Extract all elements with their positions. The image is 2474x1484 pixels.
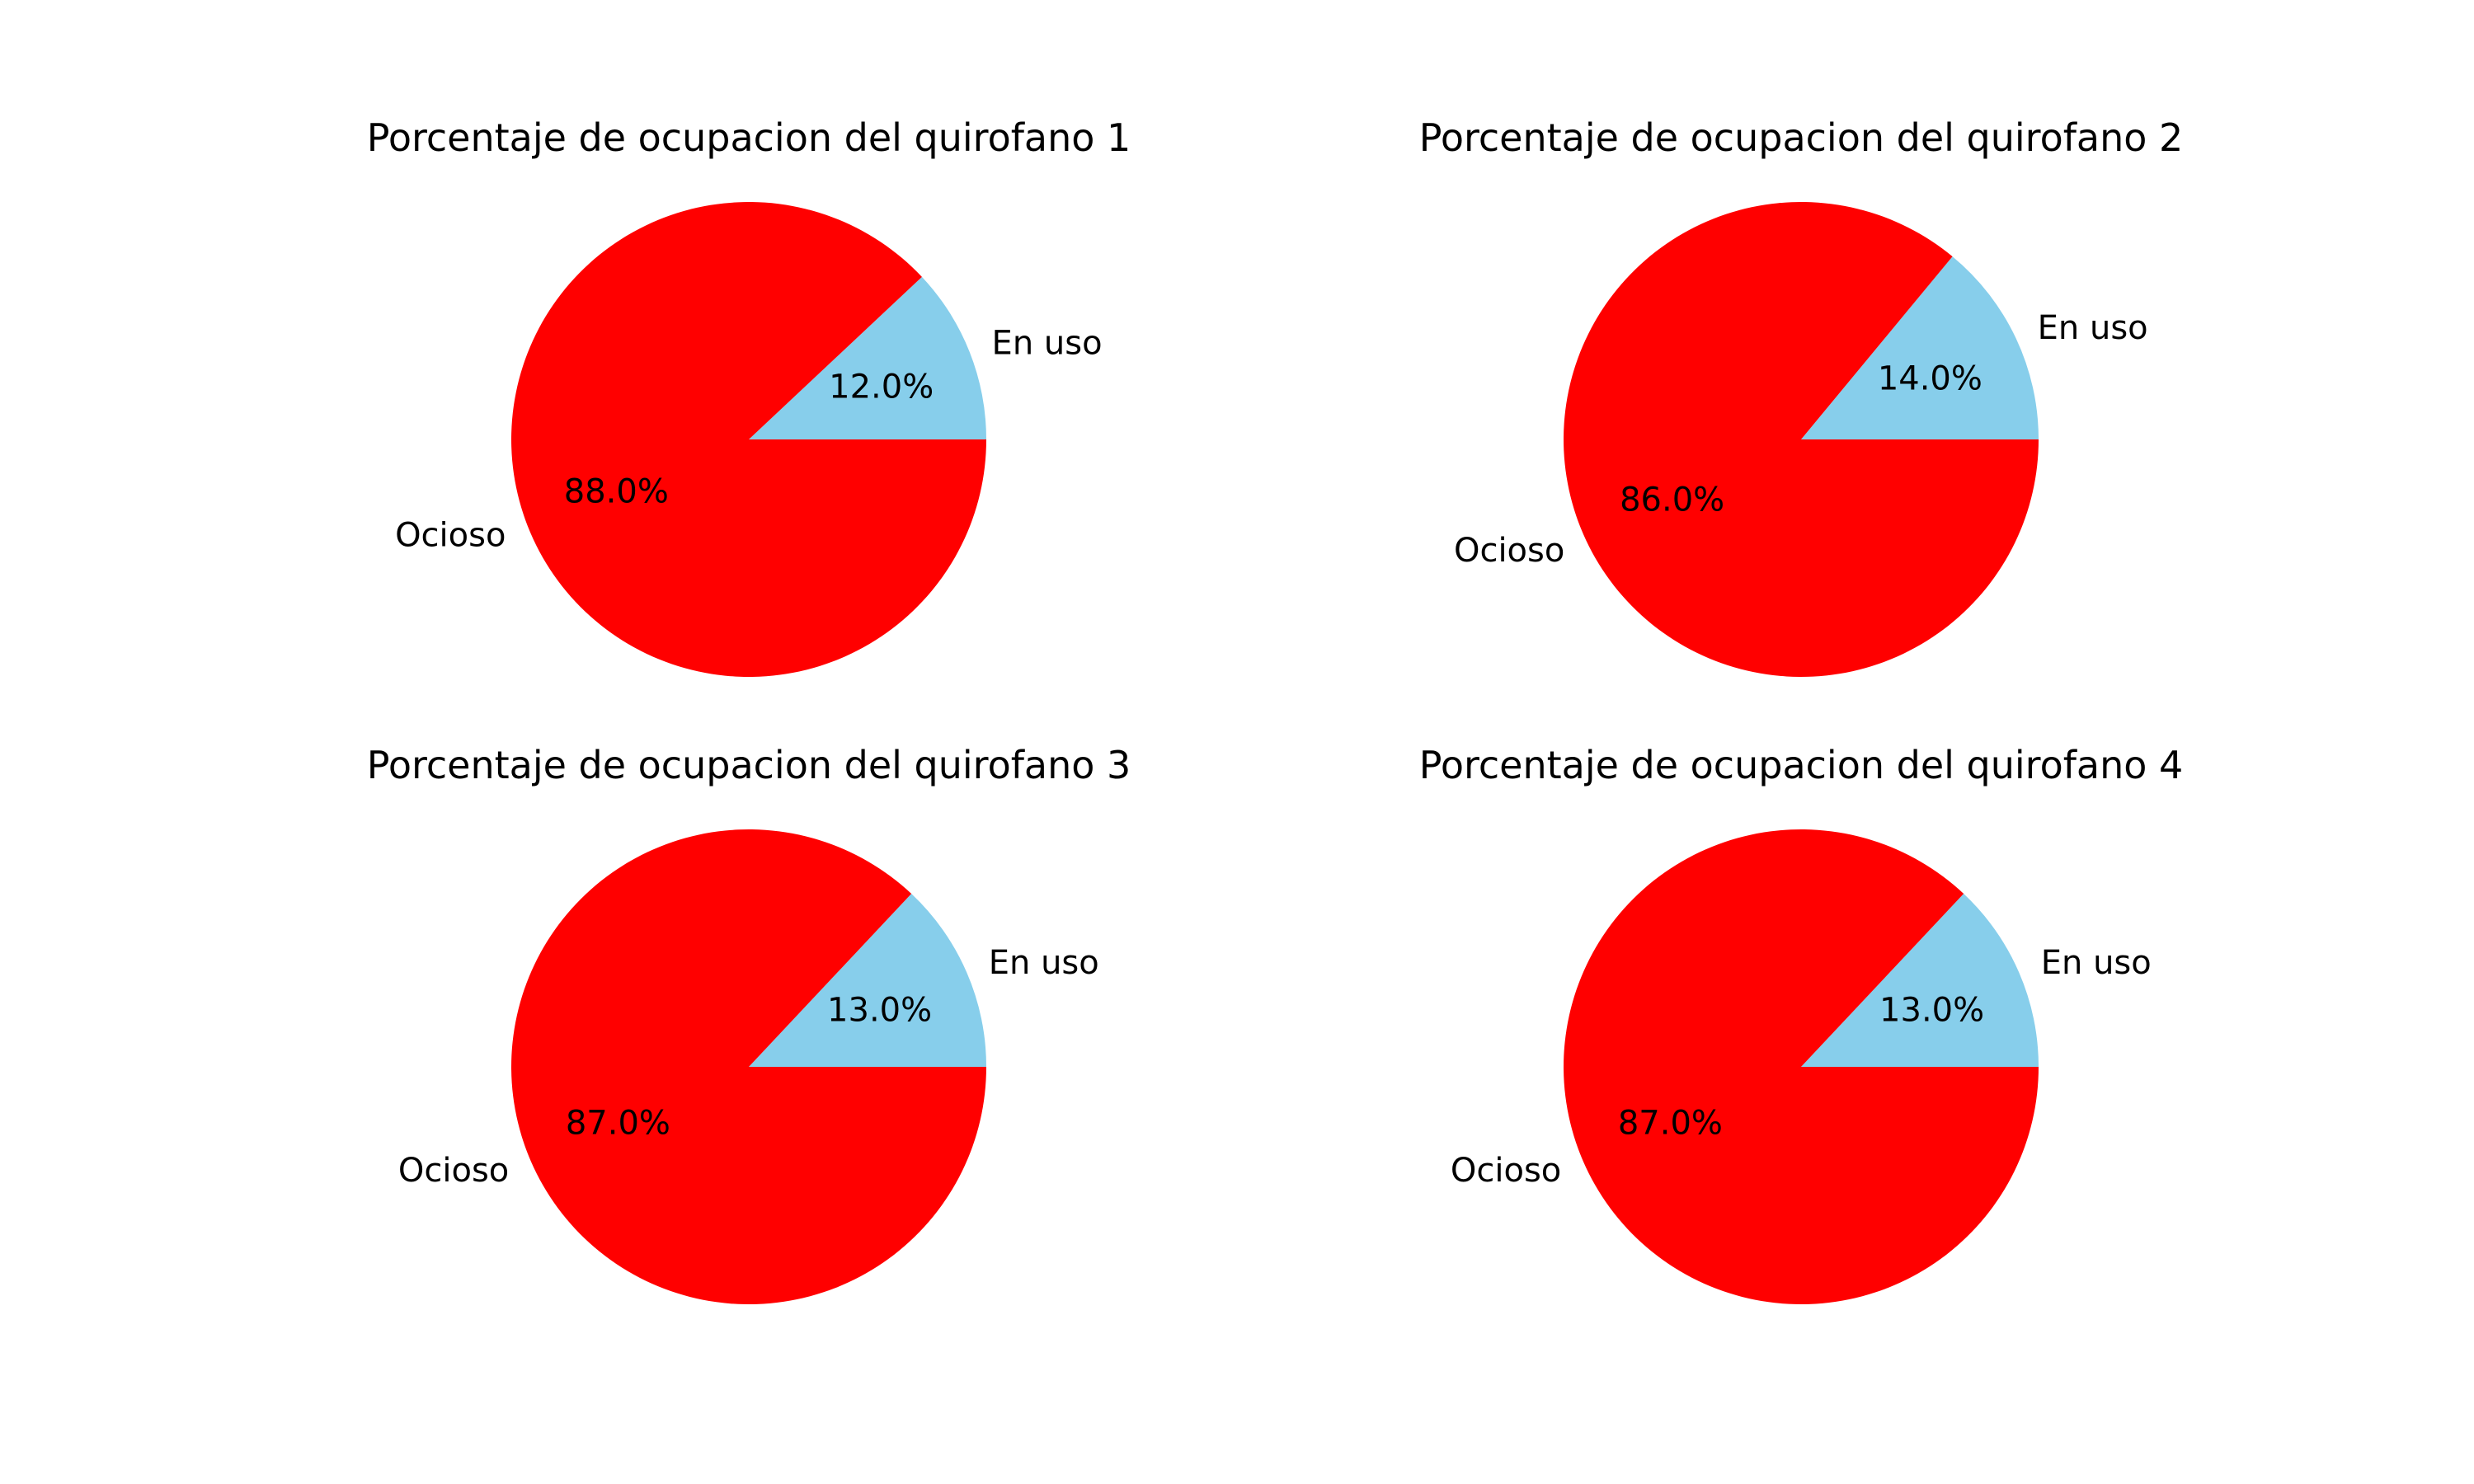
- slice-label-ocioso: Ocioso: [398, 1152, 509, 1190]
- pie-slice-en-uso: [749, 894, 986, 1067]
- pie-chart-quirofano-2: Porcentaje de ocupacion del quirofano 2 …: [1419, 115, 2184, 677]
- slice-percent-ocioso: 87.0%: [1618, 1105, 1723, 1143]
- pie-slice-en-uso: [1801, 256, 2039, 439]
- pie-chart-quirofano-4: Porcentaje de ocupacion del quirofano 4 …: [1419, 743, 2184, 1304]
- slice-percent-en-uso: 12.0%: [829, 368, 934, 406]
- chart-title: Porcentaje de ocupacion del quirofano 3: [367, 743, 1131, 787]
- pie-chart-quirofano-1: Porcentaje de ocupacion del quirofano 1 …: [367, 115, 1131, 677]
- slice-percent-en-uso: 13.0%: [1879, 991, 1984, 1029]
- pie-slice-en-uso: [749, 276, 986, 439]
- chart-title: Porcentaje de ocupacion del quirofano 2: [1419, 115, 2184, 160]
- slice-label-en-uso: En uso: [2041, 944, 2152, 982]
- slice-label-en-uso: En uso: [992, 324, 1103, 362]
- slice-percent-ocioso: 87.0%: [566, 1105, 670, 1143]
- slice-label-ocioso: Ocioso: [1451, 1152, 1561, 1190]
- pie-slice-en-uso: [1801, 894, 2039, 1067]
- slice-percent-ocioso: 86.0%: [1620, 481, 1724, 519]
- slice-label-en-uso: En uso: [2038, 309, 2148, 347]
- slice-percent-en-uso: 13.0%: [827, 991, 932, 1029]
- chart-title: Porcentaje de ocupacion del quirofano 1: [367, 115, 1131, 160]
- chart-title: Porcentaje de ocupacion del quirofano 4: [1419, 743, 2184, 787]
- pie-slice-ocioso: [511, 201, 986, 677]
- slice-label-ocioso: Ocioso: [395, 517, 506, 555]
- slice-label-ocioso: Ocioso: [1454, 532, 1564, 570]
- slice-percent-en-uso: 14.0%: [1878, 359, 1982, 397]
- slice-percent-ocioso: 88.0%: [564, 473, 669, 511]
- pie-chart-quirofano-3: Porcentaje de ocupacion del quirofano 3 …: [367, 743, 1131, 1305]
- pie-slice-ocioso: [510, 829, 986, 1305]
- pie-slice-ocioso: [1563, 829, 2039, 1304]
- slice-label-en-uso: En uso: [989, 944, 1099, 982]
- pie-slice-ocioso: [1564, 201, 2039, 677]
